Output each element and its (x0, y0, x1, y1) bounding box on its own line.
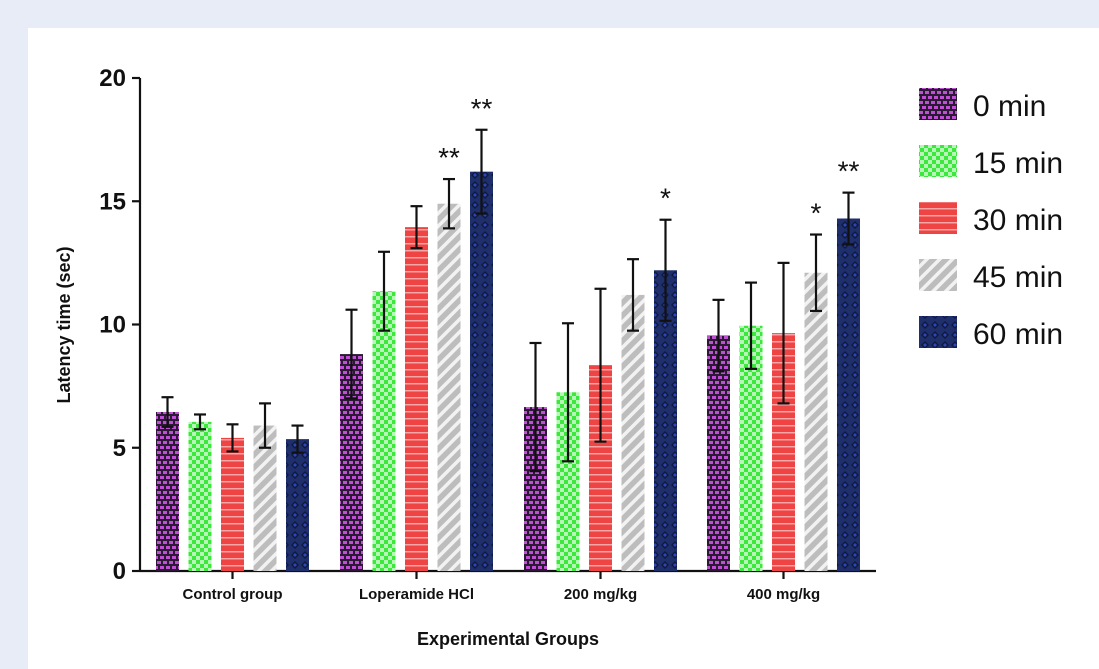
y-tick-label: 10 (99, 312, 126, 339)
x-tick-label: 200 mg/kg (564, 586, 637, 603)
y-tick-label: 5 (113, 435, 126, 462)
significance-mark: * (811, 198, 822, 229)
bar (804, 272, 828, 571)
error-bar (226, 423, 239, 453)
bar (188, 421, 212, 571)
error-bar (777, 261, 790, 405)
bar (707, 335, 730, 571)
error-bar (410, 205, 423, 250)
error-bar (745, 281, 757, 370)
significance-mark: * (660, 183, 671, 214)
error-bar (529, 341, 542, 473)
legend-label: 60 min (973, 318, 1063, 351)
legend-swatch (919, 202, 957, 234)
significance-mark: ** (838, 156, 860, 187)
bar (556, 392, 580, 571)
error-bar (443, 177, 455, 230)
significance-marks: ***** *** (438, 93, 859, 229)
legend-swatch (919, 145, 957, 177)
legend-swatch (919, 316, 957, 348)
y-axis-title: Latency time (sec) (54, 246, 74, 403)
bar (621, 294, 645, 571)
error-bar (712, 298, 725, 373)
y-tick-label: 0 (113, 558, 126, 585)
y-tick-label: 20 (99, 65, 126, 92)
bar (340, 354, 363, 571)
error-bar (291, 424, 304, 454)
bar (739, 325, 763, 571)
bar (372, 291, 396, 571)
significance-mark: ** (438, 142, 460, 173)
legend-label: 15 min (973, 147, 1063, 180)
bar (589, 365, 612, 571)
axes: 0 5 10 15 20 Control group Loperamide HCl 200 m… (99, 65, 876, 603)
error-bar (810, 233, 822, 313)
legend-swatch (919, 88, 957, 120)
x-tick-label: Control group (183, 586, 283, 603)
y-tick-label: 15 (99, 188, 126, 215)
legend-label: 30 min (973, 204, 1063, 237)
error-bar (378, 250, 390, 332)
bar (654, 270, 677, 571)
error-bar (562, 322, 574, 463)
bar (470, 171, 493, 572)
legend-label: 45 min (973, 261, 1063, 294)
error-bar (627, 258, 639, 332)
bar (286, 439, 309, 571)
error-bar (194, 413, 206, 431)
error-bar (842, 191, 855, 246)
error-bar (475, 128, 488, 215)
error-bars (161, 128, 855, 473)
x-tick-label: 400 mg/kg (747, 586, 820, 603)
error-bar (594, 287, 607, 443)
x-axis-title: Experimental Groups (417, 629, 599, 649)
bar (156, 412, 179, 571)
legend-label: 0 min (973, 90, 1046, 123)
bar (221, 437, 244, 571)
legend: 0 min 15 min 30 min 45 min 60 min (919, 88, 1063, 351)
legend-swatch (919, 259, 957, 291)
bar (253, 425, 277, 571)
bar (437, 203, 461, 571)
significance-mark: ** (471, 93, 493, 124)
bar (772, 333, 795, 571)
bar (524, 407, 547, 571)
error-bar (345, 308, 358, 400)
bars (156, 171, 860, 572)
error-bar (659, 218, 672, 322)
x-tick-label: Loperamide HCl (359, 586, 474, 603)
error-bar (161, 396, 174, 428)
bar (837, 218, 860, 571)
bar (405, 227, 428, 571)
error-bar (259, 402, 271, 449)
